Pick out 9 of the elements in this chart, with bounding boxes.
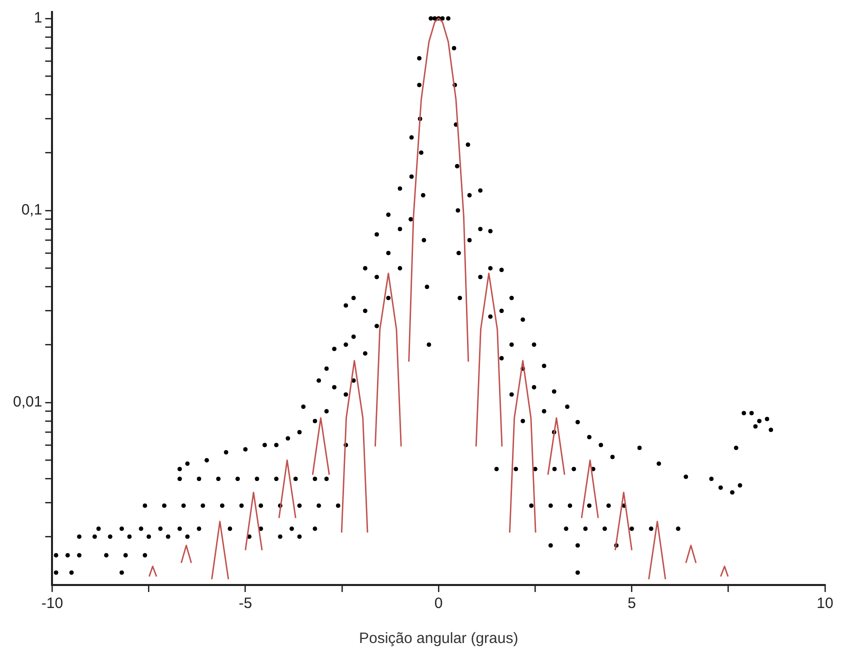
x-tick-label: 0 (434, 595, 443, 612)
x-axis-title: Posição angular (graus) (358, 630, 518, 648)
x-tick-label: -5 (238, 595, 252, 612)
x-tick-label: 5 (628, 595, 636, 612)
y-tick-label: 0,1 (21, 202, 42, 219)
x-tick-label: 10 (816, 595, 834, 612)
x-tick-label: -10 (41, 595, 64, 612)
y-tick-label: 0,01 (12, 394, 42, 411)
y-tick-label: 1 (34, 10, 42, 27)
